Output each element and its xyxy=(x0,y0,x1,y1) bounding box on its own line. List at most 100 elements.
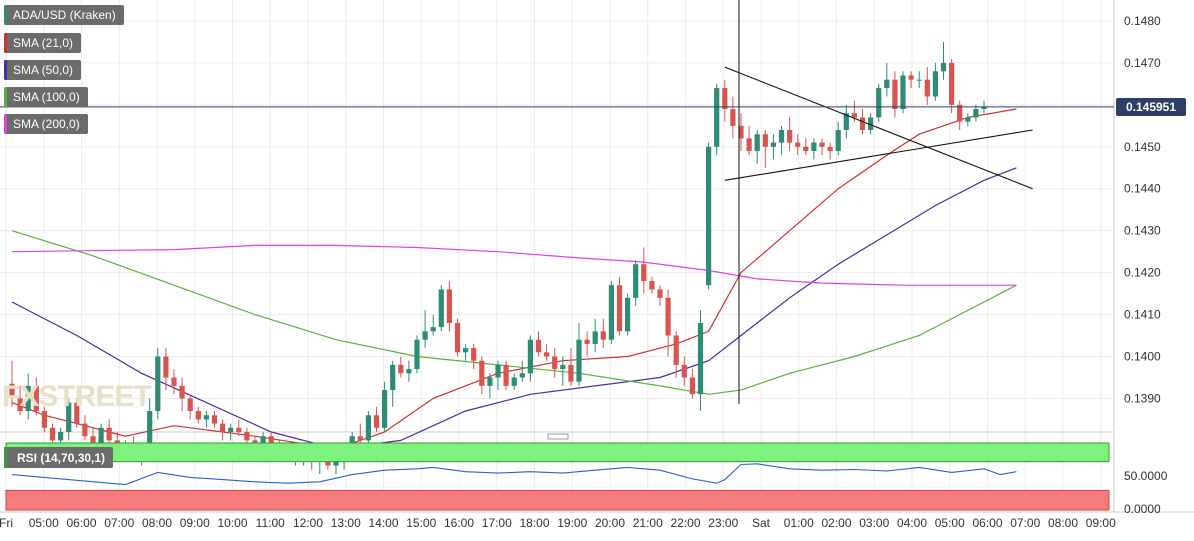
candle-body xyxy=(859,117,866,131)
candle xyxy=(41,406,47,432)
candle-body xyxy=(236,427,242,432)
candle-body xyxy=(673,335,679,365)
x-tick-label: 07:00 xyxy=(104,516,134,530)
candle-body xyxy=(584,339,590,344)
candle-body xyxy=(851,113,857,118)
x-tick-label: 05:00 xyxy=(935,516,965,530)
candle xyxy=(495,360,501,391)
candle-body xyxy=(795,142,801,147)
x-tick-label: 14:00 xyxy=(368,516,398,530)
symbol-text: ADA/USD (Kraken) xyxy=(13,8,116,22)
candle-body xyxy=(25,385,31,412)
candle-body xyxy=(770,142,776,147)
x-tick-label: 02:00 xyxy=(821,516,851,530)
legend-sma-21[interactable]: SMA (21,0) xyxy=(4,33,82,53)
candle-body xyxy=(552,356,558,370)
candle xyxy=(916,71,922,89)
candle-body xyxy=(155,356,161,412)
legend-sma-100[interactable]: SMA (100,0) xyxy=(4,87,88,107)
legend-sma-200[interactable]: SMA (200,0) xyxy=(4,114,88,134)
candle xyxy=(430,314,436,336)
legend-sma-50[interactable]: SMA (50,0) xyxy=(4,60,82,80)
candle xyxy=(803,138,809,156)
x-tick-label: 13:00 xyxy=(331,516,361,530)
candle xyxy=(171,369,177,395)
candle xyxy=(479,356,485,395)
candle-body xyxy=(714,88,720,147)
candle-body xyxy=(98,427,104,445)
candle xyxy=(390,360,396,407)
candle xyxy=(730,96,736,139)
candle-body xyxy=(333,461,339,466)
x-tick-label: 09:00 xyxy=(180,516,210,530)
candle-body xyxy=(163,356,169,378)
x-tick-label: 04:00 xyxy=(897,516,927,530)
candle xyxy=(373,406,380,432)
candle xyxy=(106,419,112,445)
candle xyxy=(584,331,590,357)
candle-body xyxy=(398,364,404,374)
candle-body xyxy=(843,113,849,131)
candle xyxy=(697,310,704,412)
candle-body xyxy=(147,411,153,458)
rsi-line xyxy=(11,463,1017,486)
candle xyxy=(843,104,849,139)
candle xyxy=(770,134,776,160)
candle xyxy=(932,62,938,101)
candle xyxy=(211,411,218,428)
candle xyxy=(179,377,185,412)
candle-body xyxy=(738,125,744,139)
trendline xyxy=(724,66,1033,190)
legend-swatch-sma-50 xyxy=(4,60,7,80)
x-tick-label: 11:00 xyxy=(256,516,285,530)
candle xyxy=(33,377,39,416)
candle-body xyxy=(211,415,218,424)
candle-body xyxy=(82,423,88,437)
y-tick-label: 0.1430 xyxy=(1124,224,1161,238)
candle-body xyxy=(58,432,64,441)
candle xyxy=(835,121,841,156)
candle xyxy=(673,331,679,378)
y-tick-label: 0.1390 xyxy=(1124,391,1161,405)
y-tick-label: 0.1410 xyxy=(1124,308,1161,322)
candle-body xyxy=(544,352,550,357)
candle-body xyxy=(220,423,226,432)
candle-body xyxy=(924,79,930,97)
candle xyxy=(616,276,623,336)
candle xyxy=(365,411,371,445)
candle-body xyxy=(90,436,96,445)
candle-body xyxy=(608,285,614,340)
candle xyxy=(811,138,817,160)
candle xyxy=(552,348,558,378)
candle xyxy=(463,343,469,361)
candle-body xyxy=(244,432,250,441)
candle-body xyxy=(438,289,444,328)
trendline xyxy=(724,129,1033,181)
rsi-label[interactable]: RSI (14,70,30,1) xyxy=(4,447,114,468)
candle-body xyxy=(981,106,987,110)
candle xyxy=(58,427,64,445)
candle-body xyxy=(706,146,712,286)
candle xyxy=(82,415,88,441)
legend-label-sma-200: SMA (200,0) xyxy=(13,117,80,131)
candle xyxy=(155,348,161,420)
x-tick-label: 06:00 xyxy=(972,516,1002,530)
candle-body xyxy=(633,264,639,298)
candle xyxy=(600,318,606,349)
candle xyxy=(535,331,542,357)
candle-body xyxy=(973,109,979,118)
candle xyxy=(414,335,420,374)
candle xyxy=(527,335,533,382)
candle xyxy=(454,318,461,357)
y-tick-label: 0.1440 xyxy=(1124,182,1161,196)
candle-body xyxy=(74,402,80,424)
candle xyxy=(689,369,695,399)
candle-body xyxy=(949,62,955,105)
x-tick-label: 10:00 xyxy=(217,516,247,530)
candle-body xyxy=(41,411,47,428)
candle xyxy=(787,117,793,151)
candle-body xyxy=(868,117,874,131)
candle-body xyxy=(787,130,793,143)
